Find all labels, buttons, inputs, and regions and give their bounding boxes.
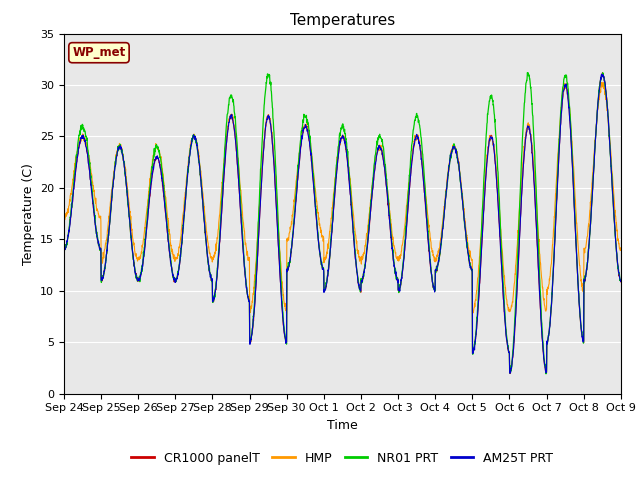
Text: WP_met: WP_met <box>72 46 125 59</box>
NR01 PRT <box>504 343 512 348</box>
NR01 PRT <box>216 240 223 245</box>
Title: Temperatures: Temperatures <box>290 13 395 28</box>
HMP <box>504 308 512 313</box>
CR1000 panelT <box>584 262 591 267</box>
AM25T PRT <box>358 278 366 284</box>
HMP <box>617 245 625 251</box>
NR01 PRT <box>568 148 576 154</box>
AM25T PRT <box>504 345 512 351</box>
NR01 PRT <box>371 160 378 166</box>
CR1000 panelT <box>371 169 378 175</box>
CR1000 panelT <box>60 245 68 251</box>
AM25T PRT <box>216 245 223 251</box>
X-axis label: Time: Time <box>327 419 358 432</box>
Line: CR1000 panelT: CR1000 panelT <box>64 73 621 373</box>
HMP <box>568 138 575 144</box>
Line: AM25T PRT: AM25T PRT <box>64 74 621 373</box>
HMP <box>371 164 379 169</box>
AM25T PRT <box>584 263 591 268</box>
CR1000 panelT <box>216 246 223 252</box>
NR01 PRT <box>617 277 625 283</box>
NR01 PRT <box>60 247 68 253</box>
CR1000 panelT <box>568 151 575 157</box>
HMP <box>359 256 367 262</box>
HMP <box>60 215 68 220</box>
NR01 PRT <box>542 371 550 377</box>
AM25T PRT <box>371 168 378 174</box>
Line: NR01 PRT: NR01 PRT <box>64 72 621 374</box>
Y-axis label: Temperature (C): Temperature (C) <box>22 163 35 264</box>
AM25T PRT <box>617 277 625 283</box>
HMP <box>584 234 591 240</box>
HMP <box>599 80 607 85</box>
CR1000 panelT <box>598 70 606 76</box>
AM25T PRT <box>506 371 514 376</box>
NR01 PRT <box>358 279 366 285</box>
Legend: CR1000 panelT, HMP, NR01 PRT, AM25T PRT: CR1000 panelT, HMP, NR01 PRT, AM25T PRT <box>126 447 559 469</box>
CR1000 panelT <box>504 344 512 350</box>
AM25T PRT <box>598 71 605 77</box>
HMP <box>216 215 223 221</box>
AM25T PRT <box>568 151 575 157</box>
NR01 PRT <box>524 70 531 75</box>
CR1000 panelT <box>506 371 514 376</box>
Line: HMP: HMP <box>64 83 621 313</box>
CR1000 panelT <box>358 276 366 281</box>
CR1000 panelT <box>617 279 625 285</box>
NR01 PRT <box>584 260 591 266</box>
HMP <box>283 311 291 316</box>
AM25T PRT <box>60 248 68 253</box>
